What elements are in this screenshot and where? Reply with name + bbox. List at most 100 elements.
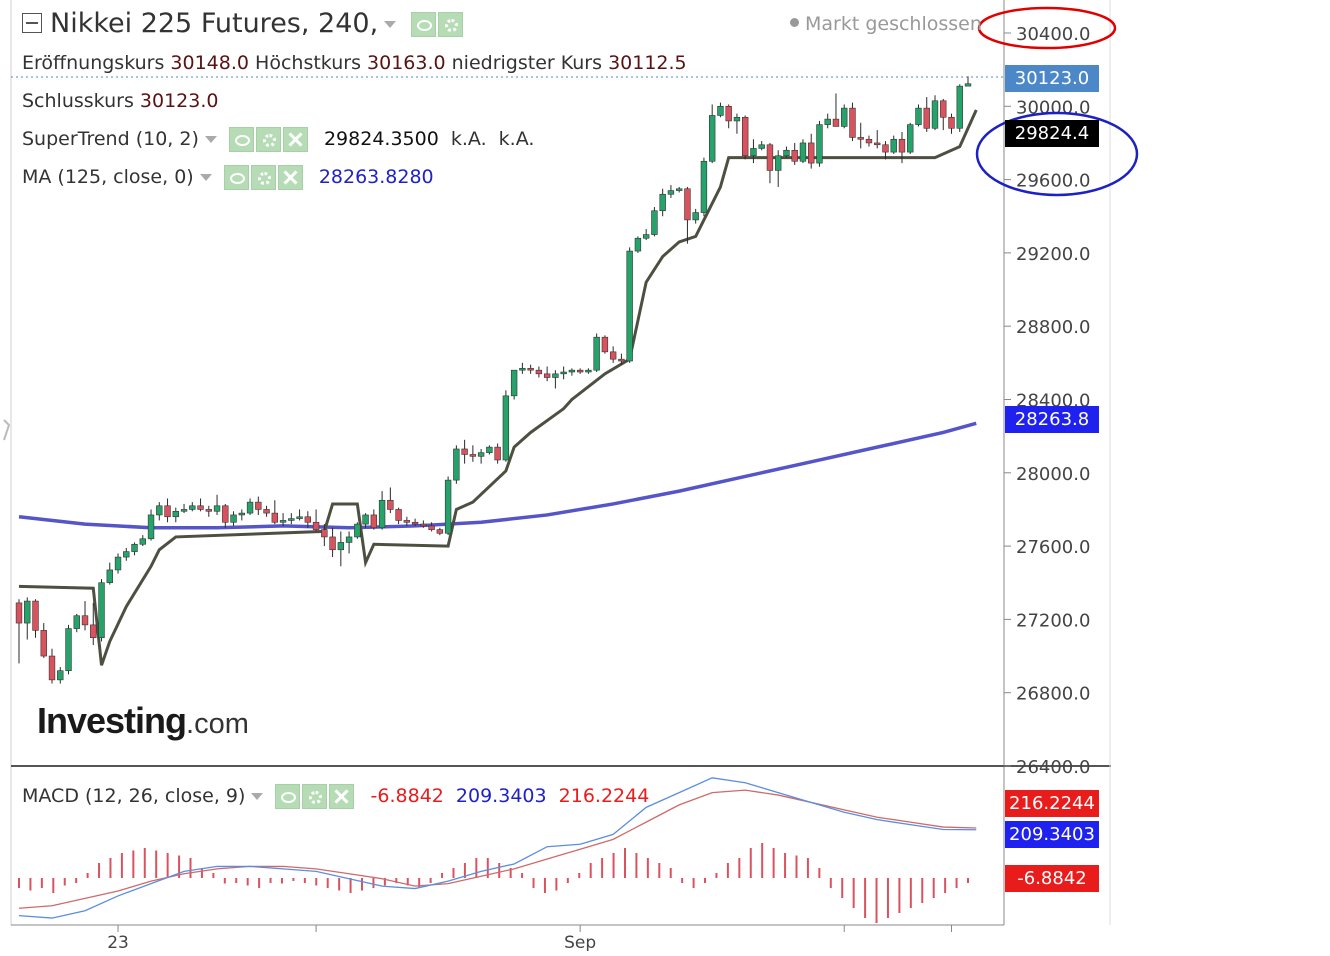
ma-price-tag: 28263.8 <box>1005 406 1099 433</box>
candle-up <box>964 83 972 87</box>
candle-up <box>552 373 559 378</box>
eye-icon[interactable] <box>275 784 301 809</box>
candle-down <box>32 600 39 631</box>
ma-dropdown-icon[interactable] <box>199 174 212 181</box>
candle-up <box>915 107 922 125</box>
candle-down <box>898 138 906 153</box>
candle-down <box>312 521 320 530</box>
investing-logo: Investing.com <box>37 700 249 742</box>
candle-down <box>205 509 212 512</box>
y-tick-label: 26800.0 <box>1016 684 1090 705</box>
candle-down <box>271 512 279 523</box>
candle-down <box>535 369 543 375</box>
candlesticks <box>15 76 972 684</box>
candle-down <box>436 529 444 534</box>
ma-value: 28263.8280 <box>318 166 434 188</box>
logo-suffix: .com <box>186 708 249 740</box>
collapse-icon[interactable] <box>22 13 42 33</box>
candle-up <box>675 188 683 191</box>
candle-up <box>585 369 592 373</box>
supertrend-na2: k.A. <box>498 128 535 150</box>
gear-icon[interactable] <box>437 12 463 37</box>
eye-icon[interactable] <box>410 12 436 37</box>
candle-up <box>279 520 287 523</box>
time-axis[interactable]: 23 Sep <box>107 925 952 953</box>
macd-hist-value: -6.8842 <box>370 785 444 807</box>
eye-icon[interactable] <box>223 165 249 190</box>
macd-lines <box>18 777 977 919</box>
scroll-left-handle-icon[interactable] <box>3 419 11 441</box>
x-tick-label: Sep <box>564 933 596 951</box>
ma-polyline <box>18 421 977 530</box>
macd-label[interactable]: MACD (12, 26, close, 9) <box>22 785 246 807</box>
candle-down <box>857 137 864 140</box>
gear-icon[interactable] <box>302 784 328 809</box>
supertrend-line <box>18 109 978 666</box>
y-tick-label: 27600.0 <box>1016 537 1090 558</box>
candle-down <box>618 358 625 362</box>
candle-down <box>329 536 336 551</box>
gear-icon[interactable] <box>250 165 276 190</box>
close-icon[interactable] <box>282 127 308 152</box>
low-value: 30112.5 <box>608 52 687 74</box>
candle-down <box>395 509 402 521</box>
candle-up <box>783 149 790 157</box>
macd-histogram <box>18 843 969 923</box>
candle-up <box>890 138 897 153</box>
candle-up <box>114 556 122 571</box>
candle-down <box>370 514 378 529</box>
macd-dropdown-icon[interactable] <box>251 793 264 800</box>
candle-down <box>725 105 732 122</box>
y-tick-label: 28800.0 <box>1016 317 1090 338</box>
annotation-red-ellipse <box>977 6 1117 50</box>
candle-down <box>304 516 312 523</box>
candle-down <box>948 116 955 129</box>
macd-polyline <box>18 777 977 919</box>
low-label: niedrigster Kurs <box>451 52 603 74</box>
title-dropdown-icon[interactable] <box>384 21 397 28</box>
supertrend-legend[interactable]: SuperTrend (10, 2) 29824.3500 k.A. k.A. <box>22 127 534 152</box>
supertrend-polyline <box>18 109 978 666</box>
macd-hist-tag: -6.8842 <box>1005 865 1099 892</box>
price-axis[interactable]: 30400.030000.029600.029200.028800.028400… <box>1004 24 1090 778</box>
supertrend-value: 29824.3500 <box>323 128 439 150</box>
macd-signal-tag: 216.2244 <box>1005 790 1099 817</box>
candle-up <box>24 600 31 624</box>
candle-down <box>420 523 427 527</box>
candle-down <box>222 505 229 523</box>
candle-down <box>808 142 815 164</box>
eye-icon[interactable] <box>228 127 254 152</box>
open-label: Eröffnungskurs <box>22 52 165 74</box>
candle-up <box>634 237 642 252</box>
candle-down <box>411 521 419 525</box>
macd-legend[interactable]: MACD (12, 26, close, 9) -6.8842 209.3403… <box>22 784 649 809</box>
candle-down <box>81 615 89 626</box>
candle-down <box>197 505 204 510</box>
candle-down <box>321 529 328 538</box>
ma-legend[interactable]: MA (125, close, 0) 28263.8280 <box>22 165 434 190</box>
supertrend-dropdown-icon[interactable] <box>204 136 217 143</box>
supertrend-label[interactable]: SuperTrend (10, 2) <box>22 128 199 150</box>
candle-down <box>255 501 262 510</box>
candle-down <box>543 373 551 378</box>
ma-label[interactable]: MA (125, close, 0) <box>22 166 194 188</box>
gear-icon[interactable] <box>255 127 281 152</box>
candle-up <box>626 250 633 362</box>
candle-up <box>700 160 708 213</box>
candle-down <box>601 336 609 353</box>
chart-title: Nikkei 225 Futures, 240, <box>22 8 465 39</box>
candle-up <box>362 514 369 525</box>
candle-up <box>733 116 741 122</box>
candle-up <box>519 368 526 371</box>
candle-up <box>106 569 113 584</box>
ohlc-legend-row2: Schlusskurs 30123.0 <box>22 90 218 112</box>
high-label: Höchstkurs <box>255 52 361 74</box>
candle-down <box>15 602 23 624</box>
close-icon[interactable] <box>277 165 303 190</box>
candle-up <box>296 516 303 519</box>
close-icon[interactable] <box>329 784 355 809</box>
candle-down <box>403 520 411 523</box>
high-value: 30163.0 <box>367 52 446 74</box>
last-price-tag: 30123.0 <box>1005 65 1099 92</box>
